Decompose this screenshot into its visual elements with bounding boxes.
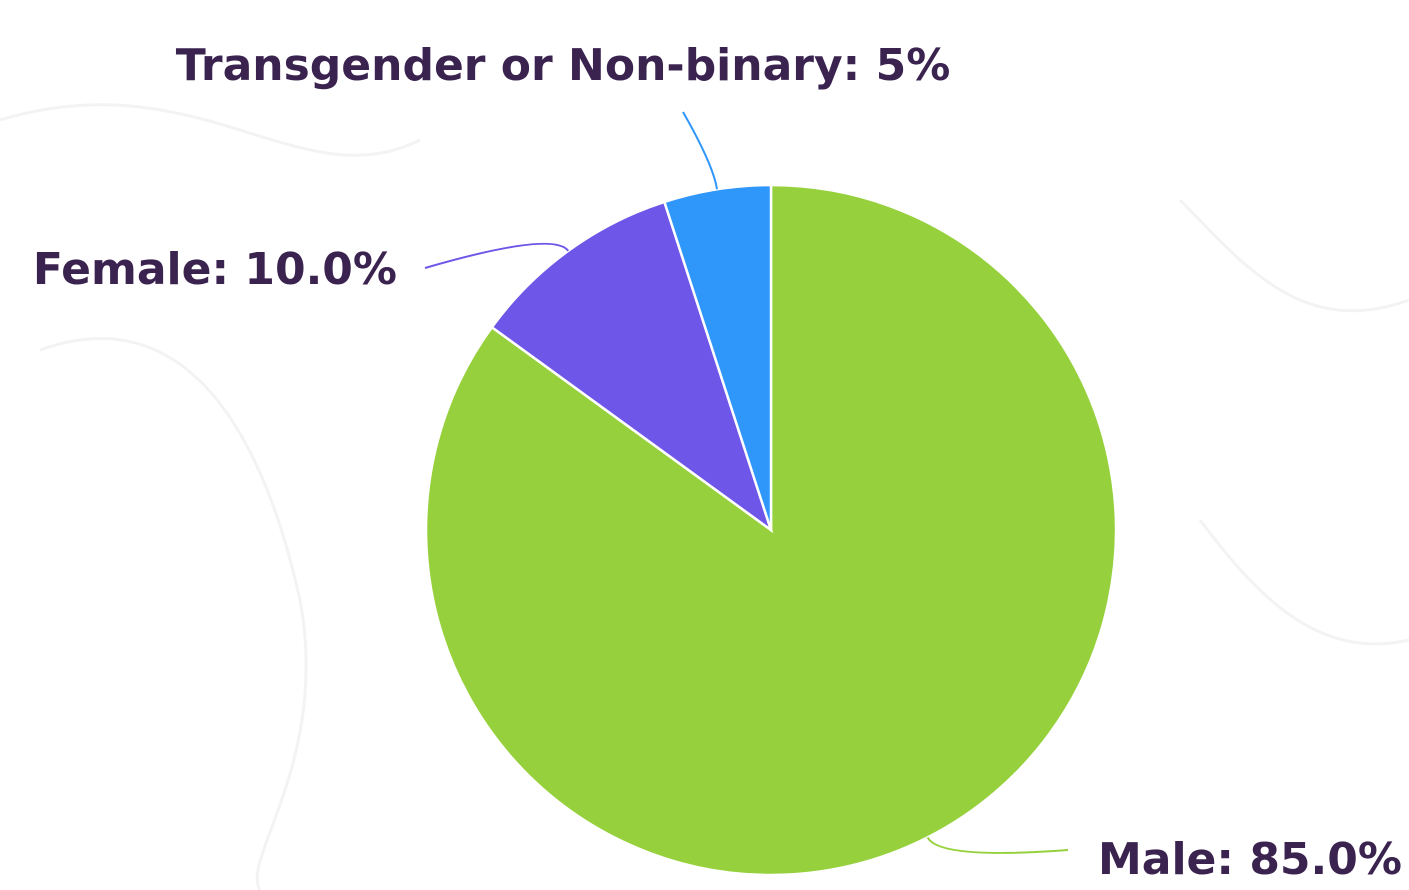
data-label: Transgender or Non-binary: 5% — [176, 40, 951, 91]
leader-line — [926, 836, 1069, 854]
leader-line — [424, 242, 570, 269]
pie-slice — [490, 200, 774, 534]
leader-line — [682, 111, 719, 190]
data-label: Male: 85.0% — [1098, 834, 1402, 885]
labels: Male: 85.0% Female: 10.0% Transgender or N… — [33, 40, 1402, 885]
data-label: Female: 10.0% — [33, 244, 397, 295]
pie-slice — [424, 183, 1118, 877]
pie — [424, 183, 1118, 877]
background-decoration — [0, 103, 1409, 890]
